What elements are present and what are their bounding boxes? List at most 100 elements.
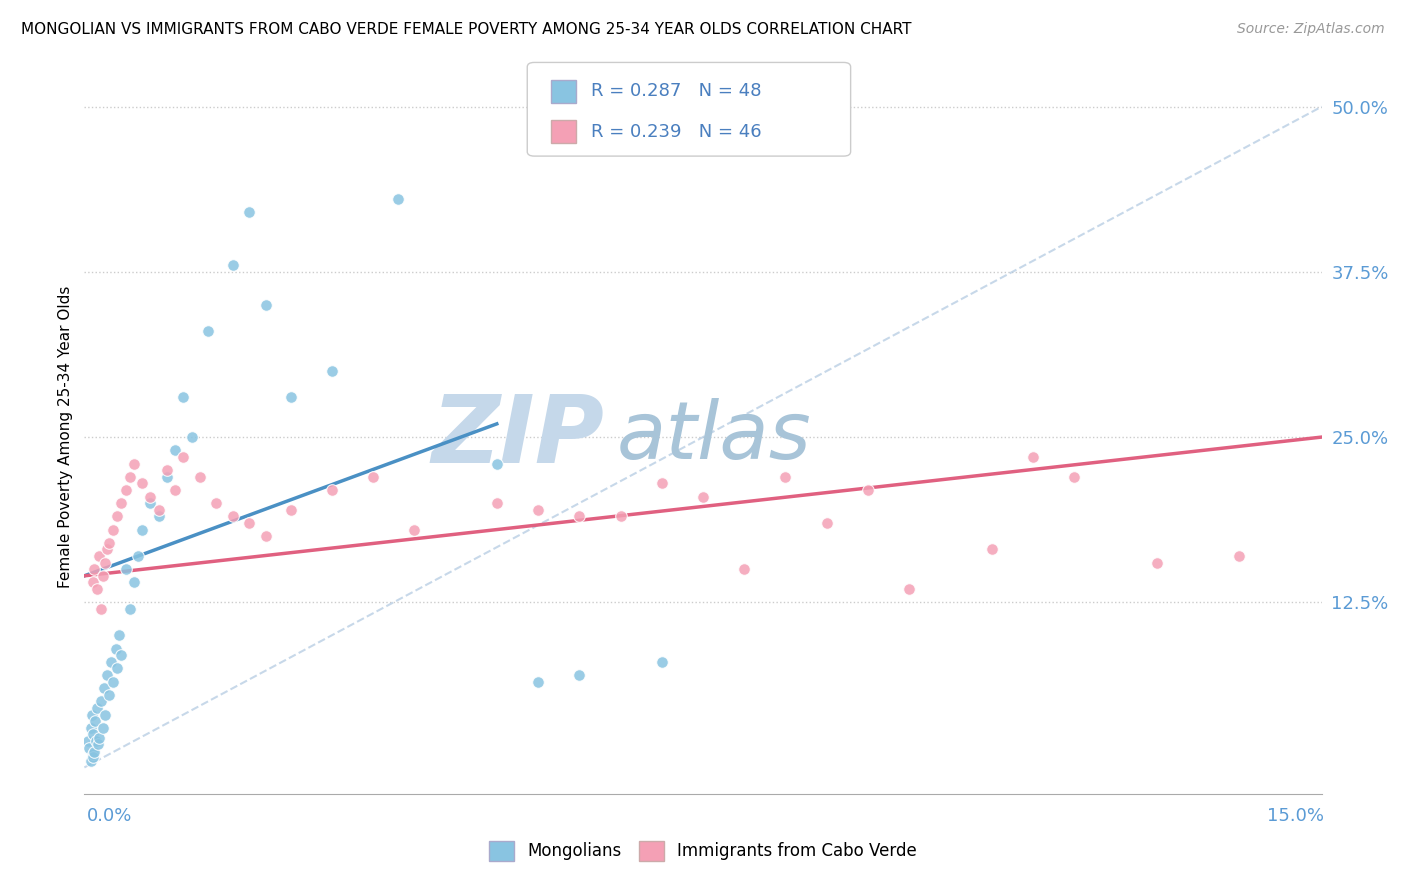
Point (131, 476, 153, 491)
Point (118, 469, 141, 483)
Point (651, 655, 673, 669)
Point (89, 549, 111, 563)
Point (568, 668, 591, 682)
Point (775, 469, 797, 483)
Point (980, 542, 1002, 557)
Point (84, 714, 107, 729)
Point (82, 575, 104, 590)
Point (485, 496, 508, 510)
Point (94, 556, 117, 570)
Point (86, 701, 108, 715)
Point (361, 469, 384, 483)
Text: R = 0.239   N = 46: R = 0.239 N = 46 (591, 122, 761, 141)
Point (815, 516, 838, 530)
Point (91, 721, 114, 735)
Point (1227, 549, 1250, 563)
Point (127, 549, 149, 563)
Point (568, 509, 591, 524)
Point (80, 754, 103, 768)
Point (118, 602, 141, 616)
Point (79, 740, 101, 755)
Point (156, 463, 179, 477)
Text: 15.0%: 15.0% (1267, 807, 1324, 825)
Point (110, 496, 132, 510)
Point (651, 476, 673, 491)
Point (96, 668, 118, 682)
Point (139, 490, 162, 504)
Point (84, 734, 107, 748)
Point (254, 529, 277, 543)
Point (527, 674, 550, 689)
Point (96, 542, 118, 557)
Point (100, 655, 122, 669)
Point (321, 483, 343, 497)
Point (205, 496, 228, 510)
Text: atlas: atlas (616, 398, 811, 476)
Text: MONGOLIAN VS IMMIGRANTS FROM CABO VERDE FEMALE POVERTY AMONG 25-34 YEAR OLDS COR: MONGOLIAN VS IMMIGRANTS FROM CABO VERDE … (21, 22, 911, 37)
Point (89, 731, 111, 746)
Text: Source: ZipAtlas.com: Source: ZipAtlas.com (1237, 22, 1385, 37)
Point (83, 745, 105, 759)
Point (404, 523, 426, 537)
Point (105, 661, 128, 675)
Point (122, 575, 145, 590)
Point (165, 443, 187, 458)
Point (222, 258, 245, 272)
Text: 0.0%: 0.0% (87, 807, 132, 825)
Point (90, 602, 112, 616)
Point (83, 562, 105, 576)
Point (98, 536, 121, 550)
Point (82, 747, 104, 762)
Point (93, 681, 115, 695)
Point (77, 734, 100, 748)
Point (90, 694, 112, 708)
Point (131, 523, 153, 537)
Point (898, 582, 921, 596)
Point (148, 502, 170, 516)
Point (110, 648, 132, 662)
Point (114, 562, 136, 576)
Y-axis label: Female Poverty Among 25-34 Year Olds: Female Poverty Among 25-34 Year Olds (58, 286, 73, 588)
Legend: Mongolians, Immigrants from Cabo Verde: Mongolians, Immigrants from Cabo Verde (482, 834, 924, 868)
Point (80, 707, 103, 722)
Point (103, 674, 125, 689)
Point (114, 483, 136, 497)
Point (527, 502, 550, 516)
Point (82, 727, 104, 741)
Point (856, 483, 879, 497)
Point (188, 469, 211, 483)
Point (103, 523, 125, 537)
Point (1022, 450, 1045, 464)
Point (238, 205, 260, 219)
Point (156, 469, 179, 483)
Text: R = 0.287   N = 48: R = 0.287 N = 48 (591, 82, 761, 101)
Point (94, 707, 117, 722)
Point (280, 391, 302, 405)
Point (165, 483, 187, 497)
Point (108, 628, 131, 642)
Point (80, 721, 103, 735)
Point (82, 750, 104, 764)
Point (172, 391, 194, 405)
Point (222, 509, 245, 524)
Point (692, 490, 714, 504)
Point (91, 569, 114, 583)
Point (197, 324, 219, 338)
Point (104, 641, 127, 656)
Point (122, 457, 145, 471)
Point (1063, 469, 1085, 483)
Point (172, 450, 194, 464)
Point (238, 516, 260, 530)
Point (280, 502, 302, 516)
Point (609, 509, 631, 524)
Point (254, 298, 277, 312)
Point (86, 737, 108, 751)
Point (733, 562, 755, 576)
Point (139, 496, 162, 510)
Point (321, 364, 343, 378)
Point (387, 192, 409, 206)
Point (485, 457, 508, 471)
Text: ZIP: ZIP (432, 391, 605, 483)
Point (86, 582, 108, 596)
Point (105, 509, 128, 524)
